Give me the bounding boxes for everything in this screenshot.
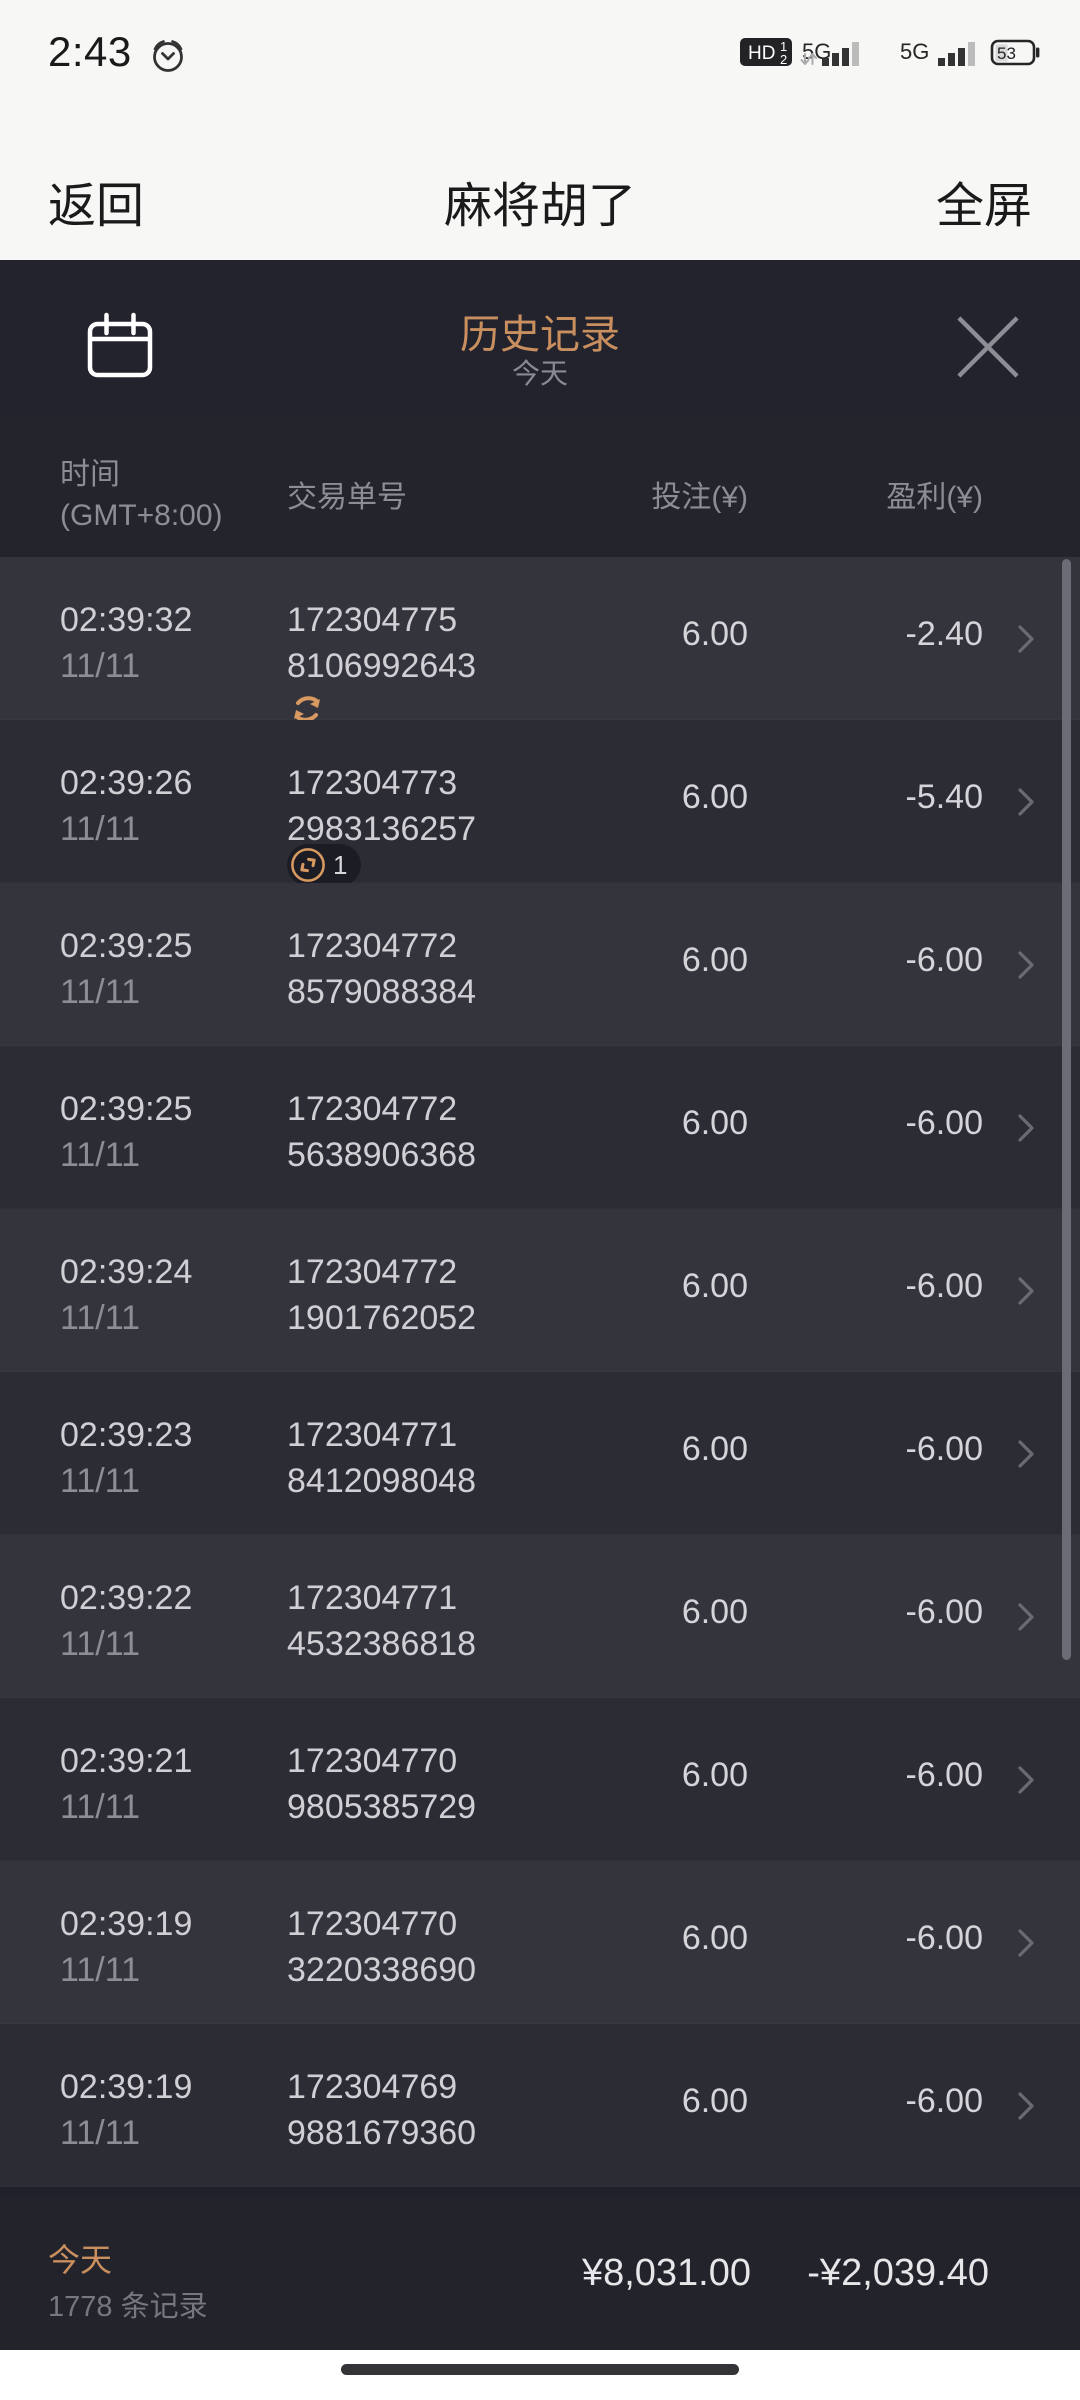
svg-text:2: 2	[780, 52, 787, 67]
svg-text:53: 53	[997, 44, 1016, 63]
svg-text:HD: HD	[748, 43, 775, 64]
svg-text:5G: 5G	[900, 39, 929, 64]
